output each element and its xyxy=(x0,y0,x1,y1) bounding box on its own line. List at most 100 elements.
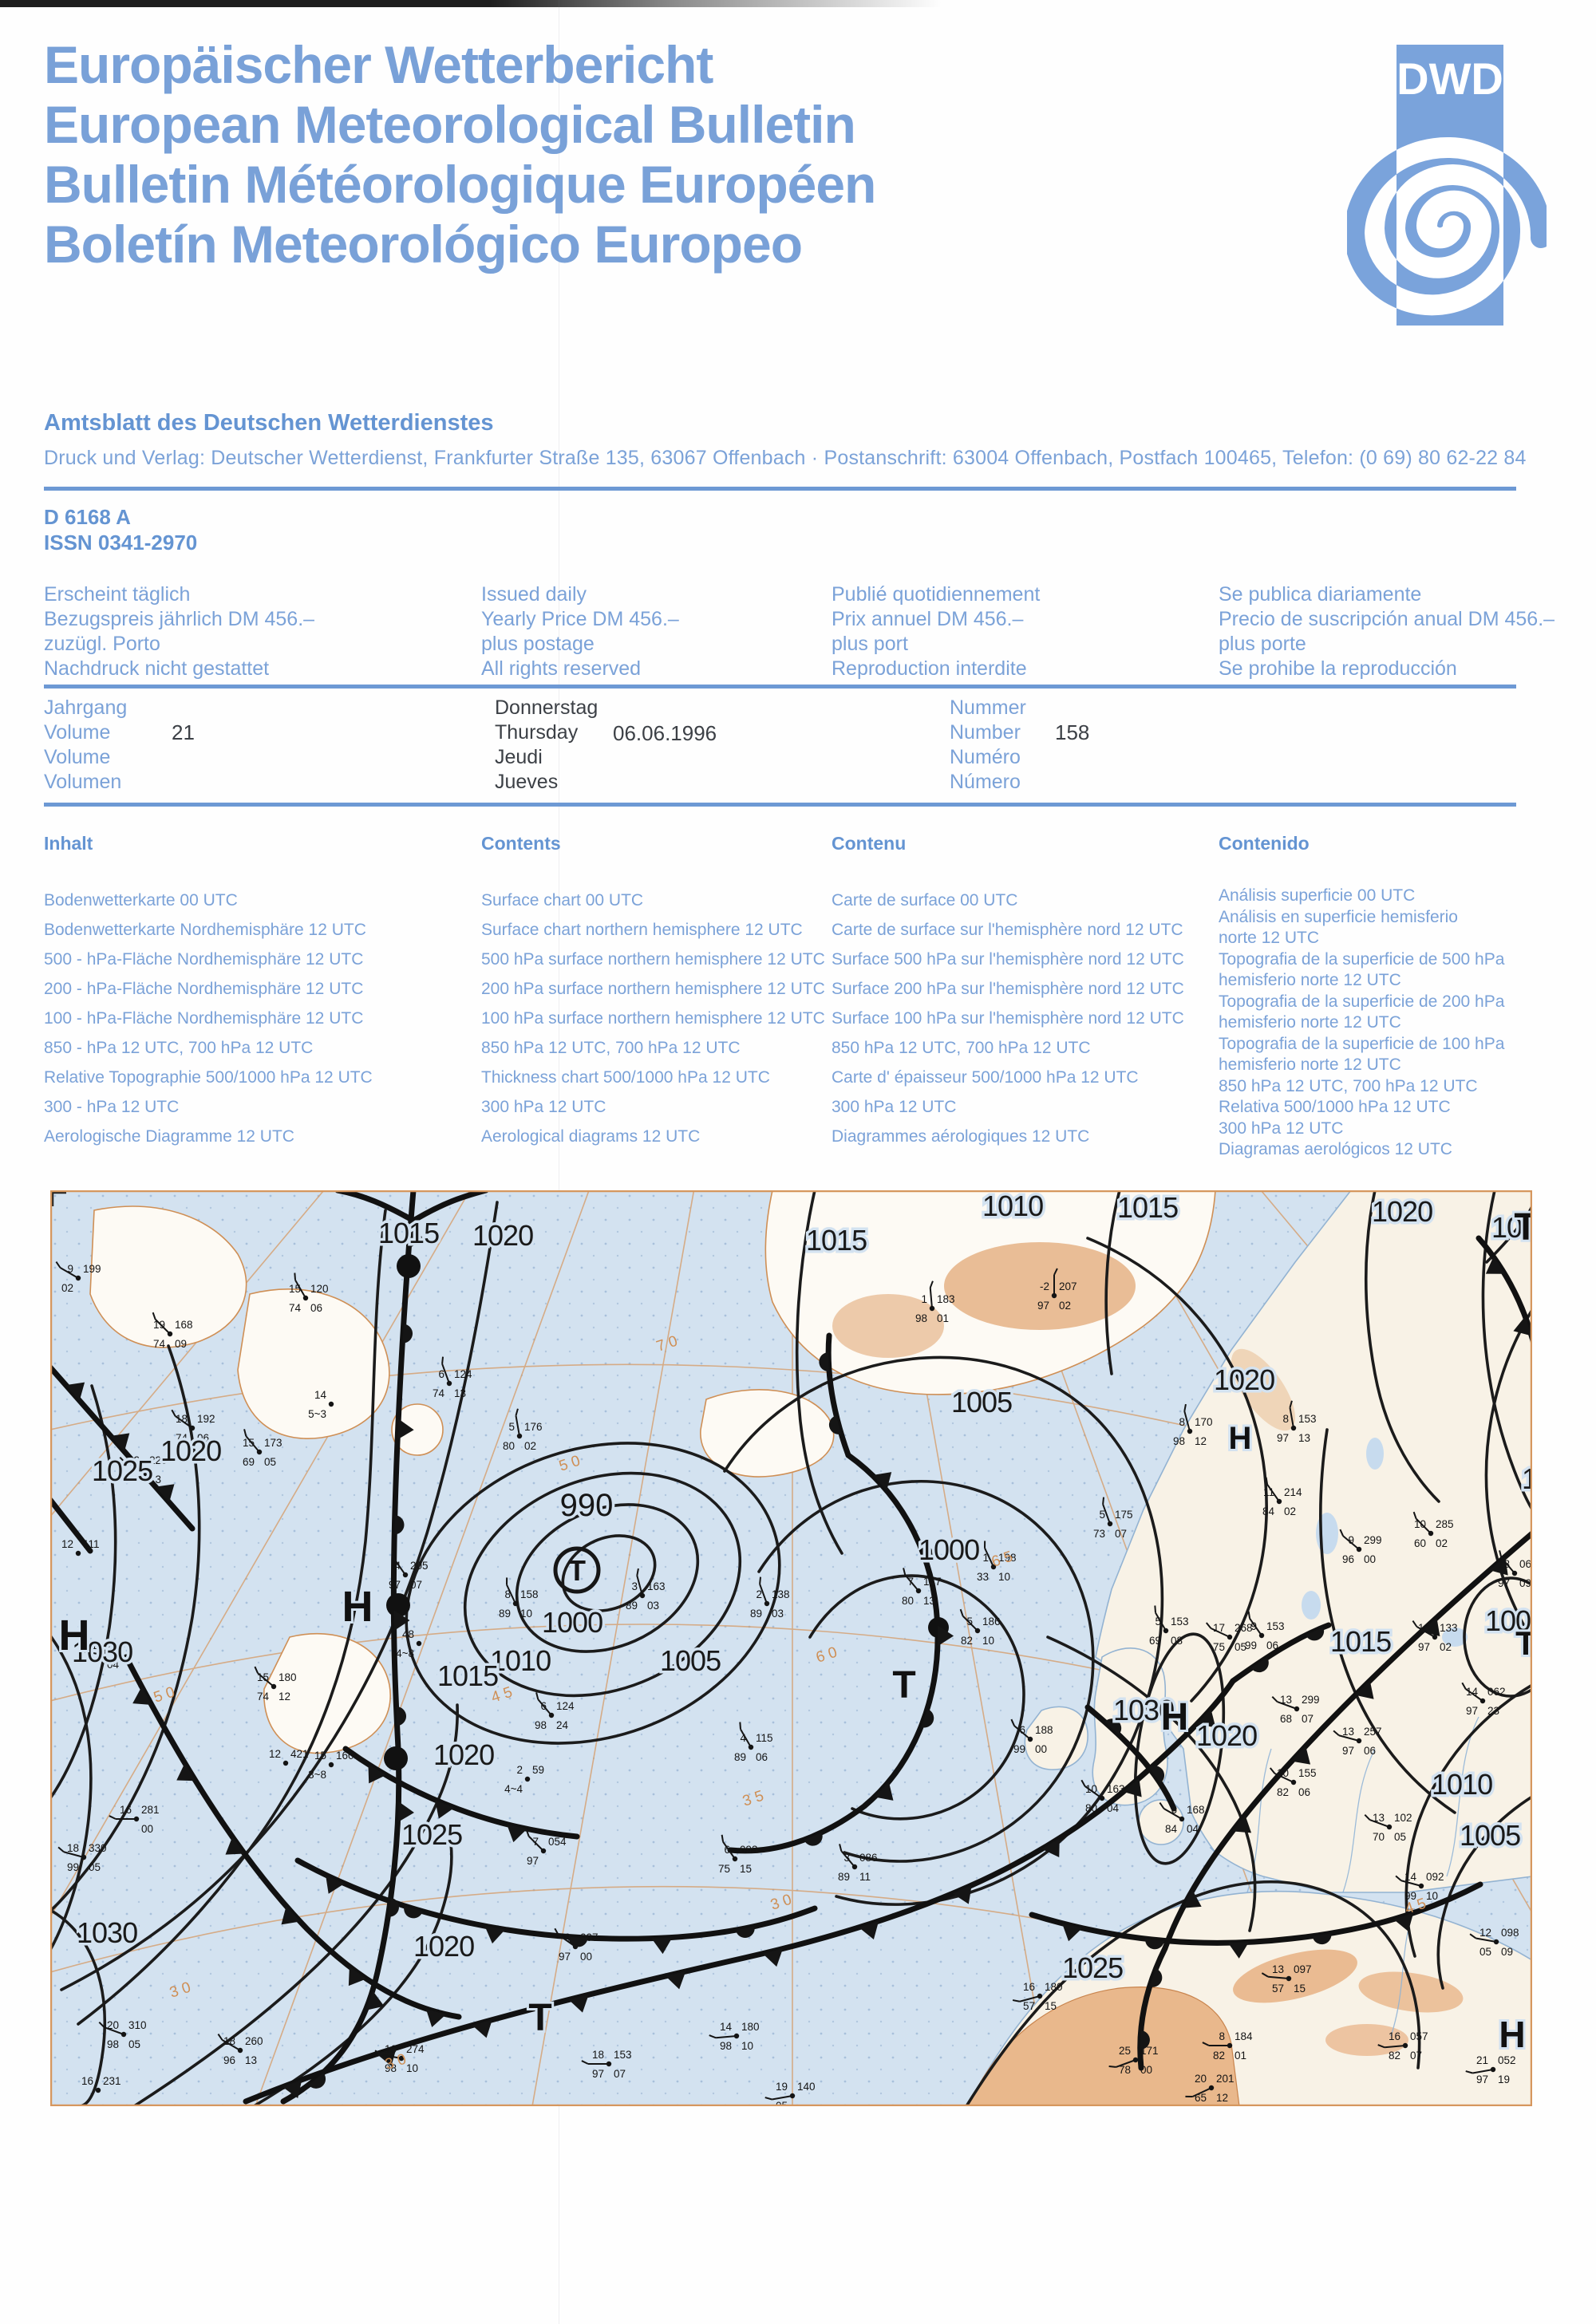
svg-text:98: 98 xyxy=(1173,1435,1185,1447)
svg-text:299: 299 xyxy=(1364,1534,1382,1546)
low-pressure-symbol: T xyxy=(1515,1624,1532,1662)
toc-item: 850 - hPa 12 UTC, 700 hPa 12 UTC xyxy=(44,1039,314,1057)
svg-text:60: 60 xyxy=(1414,1537,1426,1549)
dwd-logo-graphic: DWD xyxy=(1343,45,1552,326)
svg-text:70: 70 xyxy=(1373,1831,1385,1843)
svg-text:5: 5 xyxy=(508,1421,515,1433)
station-plot: 15 160 3~8 xyxy=(308,1750,354,1781)
station-plot: 9 153 99 06 xyxy=(1245,1611,1285,1651)
svg-text:330: 330 xyxy=(89,1842,107,1854)
station-plot: 18 133 97 02 xyxy=(1412,1620,1458,1653)
svg-text:20: 20 xyxy=(1195,2073,1207,2085)
cold-front-triangle xyxy=(176,1762,196,1781)
alps xyxy=(1233,1949,1357,2003)
svg-text:6: 6 xyxy=(1171,1804,1177,1816)
svg-text:97: 97 xyxy=(1277,1432,1289,1444)
svg-text:007: 007 xyxy=(580,1931,598,1943)
toc-item: Surface chart northern hemisphere 12 UTC xyxy=(481,921,803,939)
pressure-label: 1020 xyxy=(472,1219,533,1252)
pressure-label: 1000 xyxy=(1485,1604,1532,1637)
svg-text:06: 06 xyxy=(756,1751,768,1763)
cold-front-triangle xyxy=(1355,1680,1374,1699)
pressure-labels: 1015102010151010101510201015102510201030… xyxy=(57,1190,1533,2073)
map-frame xyxy=(49,1190,1533,2107)
svg-text:225: 225 xyxy=(149,1454,168,1466)
station-plot: 8 184 82 01 xyxy=(1202,2030,1253,2062)
low-pressure-symbol: T xyxy=(528,1997,551,2039)
svg-text:02: 02 xyxy=(1436,1537,1448,1549)
svg-text:24: 24 xyxy=(556,1719,569,1731)
high-pressure-symbol: H xyxy=(1499,2014,1525,2055)
pressure-label: 1005 xyxy=(660,1644,721,1677)
cold-front-triangle xyxy=(1489,1557,1508,1576)
station-plot: 1 198 33 10 xyxy=(977,1541,1017,1583)
toc-item: Análisis superficie 00 UTC xyxy=(1219,886,1416,905)
station-plot: 14 180 98 10 xyxy=(709,2021,760,2052)
cold-front-triangle xyxy=(568,1995,589,2013)
pressure-label: 1015 xyxy=(1491,1211,1532,1244)
svg-text:12: 12 xyxy=(1479,1927,1491,1939)
svg-text:07: 07 xyxy=(614,2068,626,2080)
svg-text:097: 097 xyxy=(1294,1963,1312,1975)
pressure-label: 1020 xyxy=(1372,1195,1432,1228)
svg-text:16: 16 xyxy=(81,2075,93,2087)
toc-item: Surface 500 hPa sur l'hemisphère nord 12… xyxy=(832,950,1184,969)
toc-item: 200 - hPa-Fläche Nordhemisphäre 12 UTC xyxy=(44,980,364,998)
svg-text:19: 19 xyxy=(1498,2073,1510,2085)
svg-text:68: 68 xyxy=(1280,1713,1292,1725)
svg-text:14: 14 xyxy=(314,1389,327,1401)
svg-text:7: 7 xyxy=(532,1836,539,1848)
pressure-label: 1020 xyxy=(413,1930,474,1963)
svg-text:98: 98 xyxy=(385,2062,397,2074)
station-plot: 2 138 89 03 xyxy=(750,1576,790,1620)
island xyxy=(263,1632,391,1754)
svg-text:89: 89 xyxy=(838,1871,850,1883)
svg-text:78: 78 xyxy=(1119,2064,1131,2076)
cold-front-triangle xyxy=(377,2047,397,2066)
station-plot: -2 207 97 02 xyxy=(1037,1268,1077,1312)
svg-text:057: 057 xyxy=(1410,2030,1428,2042)
contents-list-es: Análisis superficie 00 UTC Análisis en su… xyxy=(1219,886,1504,1161)
svg-text:05: 05 xyxy=(1394,1831,1406,1843)
svg-text:05: 05 xyxy=(128,2038,140,2050)
svg-text:160: 160 xyxy=(336,1750,354,1762)
svg-text:158: 158 xyxy=(520,1588,539,1600)
svg-text:201: 201 xyxy=(1216,2073,1235,2085)
svg-text:16: 16 xyxy=(1389,2030,1400,2042)
station-plot: 16 180 57 15 xyxy=(1012,1981,1063,2012)
warm-front-semicircle xyxy=(402,1324,413,1344)
station-plot: 3 163 89 03 xyxy=(626,1568,666,1612)
pressure-label: 1000 xyxy=(918,1533,979,1566)
cold-front-triangle xyxy=(484,1926,506,1944)
svg-text:171: 171 xyxy=(1140,2045,1159,2057)
svg-text:03: 03 xyxy=(647,1600,659,1612)
svg-text:02: 02 xyxy=(1440,1641,1452,1653)
svg-text:10: 10 xyxy=(1426,1890,1438,1902)
svg-text:12: 12 xyxy=(269,1748,281,1760)
pressure-label: 1010 xyxy=(1522,1462,1532,1495)
svg-text:421: 421 xyxy=(290,1748,309,1760)
station-plot: 12 111 xyxy=(61,1538,100,1557)
pressure-label: 1010 xyxy=(1432,1768,1492,1801)
svg-text:12: 12 xyxy=(279,1691,290,1703)
toc-item: Surface 100 hPa sur l'hemisphère nord 12… xyxy=(832,1009,1184,1028)
svg-text:15: 15 xyxy=(243,1437,255,1449)
svg-text:69: 69 xyxy=(1149,1635,1161,1647)
svg-text:03: 03 xyxy=(772,1608,784,1620)
cold-front-triangle xyxy=(952,1885,972,1904)
station-plot: 71478013 xyxy=(902,1568,942,1607)
cold-front-triangle xyxy=(651,1937,673,1955)
pressure-label: 1025 xyxy=(1062,1951,1123,1984)
pressure-label: 1010 xyxy=(490,1644,551,1677)
svg-text:00: 00 xyxy=(1364,1553,1376,1565)
svg-text:183: 183 xyxy=(937,1293,955,1305)
edition-info-fr: Publié quotidiennement Prix annuel DM 456… xyxy=(832,583,1041,680)
pressure-label: 1000 xyxy=(542,1606,602,1639)
station-plot: 19 140 05 xyxy=(764,2081,816,2106)
svg-text:07: 07 xyxy=(1115,1528,1127,1540)
high-pressure-symbol: H xyxy=(342,1583,373,1631)
svg-text:16: 16 xyxy=(385,2043,397,2055)
station-plot: 18 330 99 05 xyxy=(57,1842,107,1873)
